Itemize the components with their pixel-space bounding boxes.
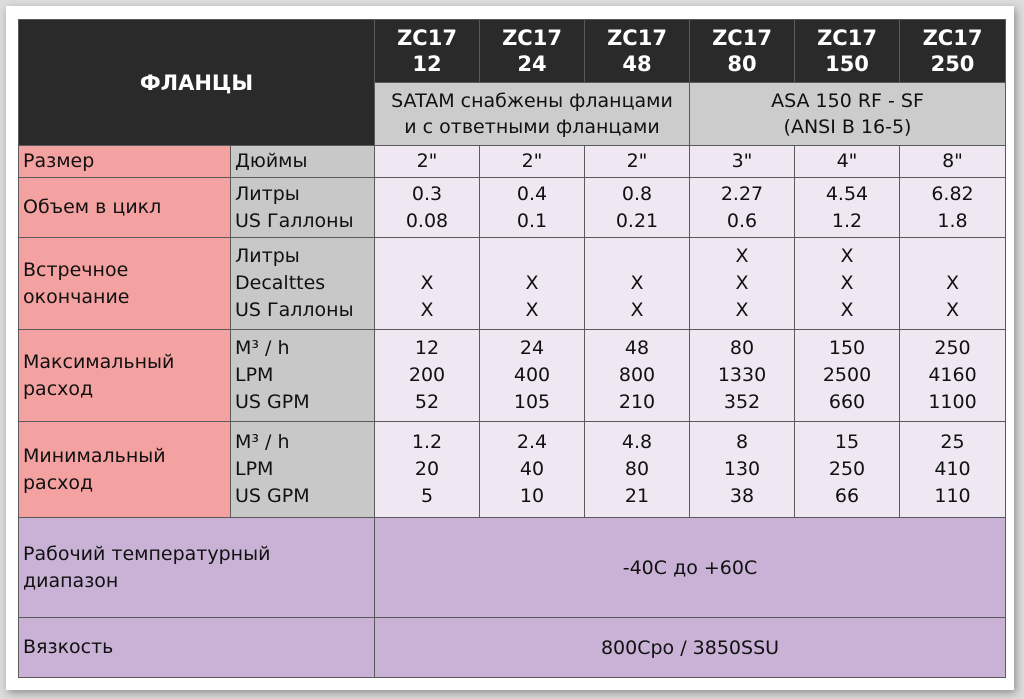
unit-label: Дюймы	[230, 145, 375, 178]
volume-value: 0.8 0.21	[584, 177, 690, 238]
temperature-value: -40C до +60C	[374, 517, 1006, 618]
min-flow-value: 25 410 110	[899, 421, 1006, 518]
model-header: ZC17 150	[794, 19, 900, 83]
size-value: 2"	[479, 145, 585, 178]
min-flow-value: 8 130 38	[689, 421, 795, 518]
row-label-size: Размер	[18, 145, 231, 178]
unit-label: M³ / h LPM US GPM	[230, 329, 375, 422]
volume-value: 6.82 1.8	[899, 177, 1006, 238]
flange-group-satam: SATAM снабжены фланцами и с ответными фла…	[374, 82, 690, 146]
max-flow-value: 12 200 52	[374, 329, 480, 422]
size-value: 8"	[899, 145, 1006, 178]
row-label-volume: Объем в цикл	[18, 177, 231, 238]
unit-label: Литры Decalttes US Галлоны	[230, 237, 375, 330]
viscosity-value: 800Cpo / 3850SSU	[374, 617, 1006, 678]
max-flow-value: 250 4160 1100	[899, 329, 1006, 422]
unit-label: Литры US Галлоны	[230, 177, 375, 238]
row-label-temperature: Рабочий температурный диапазон	[18, 517, 375, 618]
volume-value: 2.27 0.6	[689, 177, 795, 238]
max-flow-value: 80 1330 352	[689, 329, 795, 422]
size-value: 4"	[794, 145, 900, 178]
min-flow-value: 1.2 20 5	[374, 421, 480, 518]
size-value: 2"	[584, 145, 690, 178]
size-value: 2"	[374, 145, 480, 178]
max-flow-value: 150 2500 660	[794, 329, 900, 422]
max-flow-value: 48 800 210	[584, 329, 690, 422]
model-header: ZC17 12	[374, 19, 480, 83]
volume-value: 0.4 0.1	[479, 177, 585, 238]
flanges-spec-table: ФЛАНЦЫ ZC17 12 ZC17 24 ZC17 48 ZC17 80 ZC17 1…	[18, 19, 1006, 678]
min-flow-value: 4.8 80 21	[584, 421, 690, 518]
row-label-counter: Встречное окончание	[18, 237, 231, 330]
unit-label: M³ / h LPM US GPM	[230, 421, 375, 518]
min-flow-value: 15 250 66	[794, 421, 900, 518]
row-label-max-flow: Максимальный расход	[18, 329, 231, 422]
model-header: ZC17 24	[479, 19, 585, 83]
row-label-viscosity: Вязкость	[18, 617, 375, 678]
model-header: ZC17 48	[584, 19, 690, 83]
table-title: ФЛАНЦЫ	[18, 19, 375, 146]
volume-value: 4.54 1.2	[794, 177, 900, 238]
model-header: ZC17 250	[899, 19, 1006, 83]
volume-value: 0.3 0.08	[374, 177, 480, 238]
min-flow-value: 2.4 40 10	[479, 421, 585, 518]
flange-group-asa: ASA 150 RF - SF (ANSI B 16-5)	[689, 82, 1006, 146]
row-label-min-flow: Минимальный расход	[18, 421, 231, 518]
max-flow-value: 24 400 105	[479, 329, 585, 422]
model-header: ZC17 80	[689, 19, 795, 83]
size-value: 3"	[689, 145, 795, 178]
